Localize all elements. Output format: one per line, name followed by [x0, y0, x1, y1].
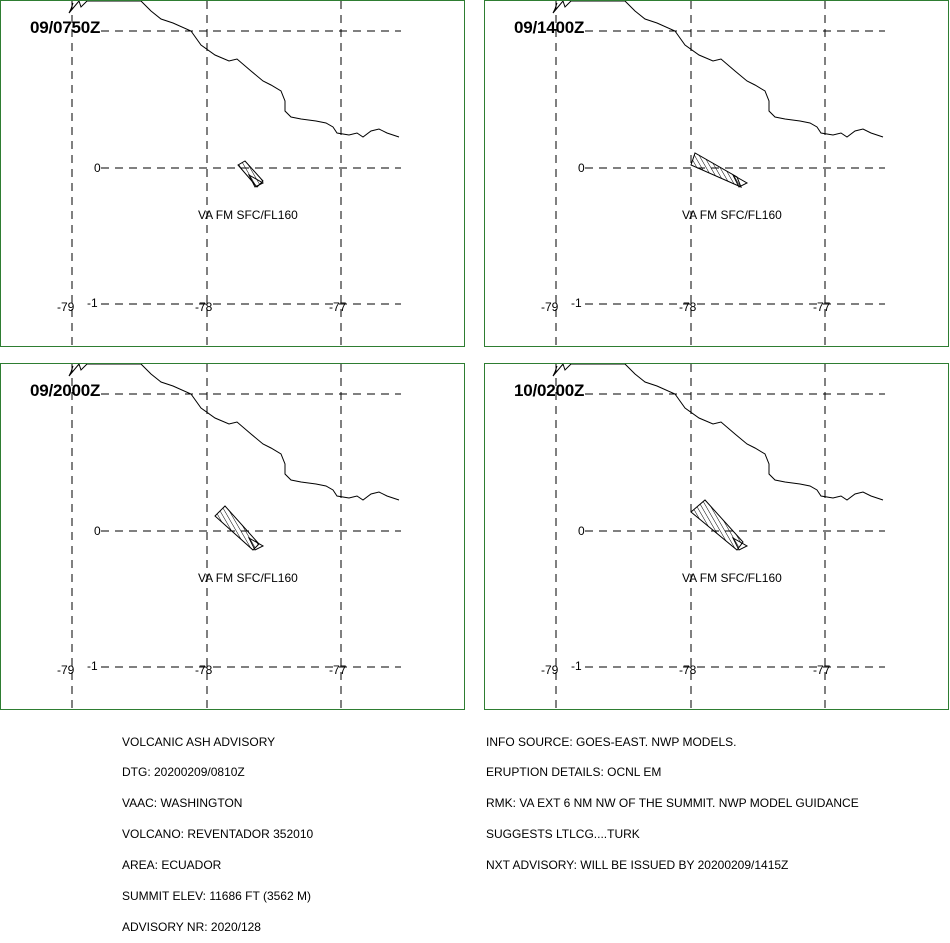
coastline [68, 364, 400, 501]
lon-label-77: -77 [813, 300, 831, 314]
lon-label-78: -78 [195, 300, 213, 314]
lat-label-0: 0 [578, 161, 585, 175]
lat-label-0: 0 [578, 524, 585, 538]
map-canvas [552, 364, 885, 709]
lon-label-77: -77 [329, 300, 347, 314]
advisory-line: SUMMIT ELEV: 11686 FT (3562 M) [122, 889, 311, 904]
advisory-line: DTG: 20200209/0810Z [122, 765, 245, 780]
lon-label-79: -79 [541, 300, 559, 314]
panel-time: 10/0200Z [514, 381, 585, 400]
coastline [552, 364, 884, 501]
summit-marker [731, 536, 749, 551]
lon-label-77: -77 [329, 663, 347, 677]
advisory-line: ADVISORY NR: 2020/128 [122, 919, 261, 934]
advisory-line: SUGGESTS LTLCG....TURK [486, 827, 640, 842]
summit-marker [247, 173, 265, 188]
ash-cloud [690, 152, 742, 188]
coastline [552, 1, 884, 138]
summit-marker [731, 173, 749, 188]
lon-label-78: -78 [679, 663, 697, 677]
advisory-info-left: VOLCANIC ASH ADVISORY DTG: 20200209/0810… [122, 716, 313, 943]
advisory-line: ERUPTION DETAILS: OCNL EM [486, 765, 662, 780]
map-canvas [68, 364, 401, 709]
ash-label: VA FM SFC/FL160 [682, 571, 782, 585]
lat-label-s1: -1 [87, 296, 98, 310]
lon-label-79: -79 [541, 663, 559, 677]
forecast-panel-2: 09/1400Z VA FM SFC/FL160 0 -79 -1 -78 -7… [484, 0, 949, 347]
panel-time: 09/0750Z [30, 18, 101, 37]
lon-label-78: -78 [195, 663, 213, 677]
ash-label: VA FM SFC/FL160 [198, 571, 298, 585]
lon-label-79: -79 [57, 300, 75, 314]
summit-marker [247, 536, 265, 551]
lat-label-s1: -1 [571, 659, 582, 673]
forecast-panel-1: 09/0750Z VA FM SFC/FL160 0 -79 -1 -78 -7… [0, 0, 465, 347]
map-canvas [68, 1, 401, 346]
advisory-line: VOLCANIC ASH ADVISORY [122, 734, 276, 749]
lon-label-79: -79 [57, 663, 75, 677]
advisory-line: VOLCANO: REVENTADOR 352010 [122, 827, 314, 842]
advisory-line: AREA: ECUADOR [122, 858, 222, 873]
lat-label-0: 0 [94, 161, 101, 175]
advisory-line: VAAC: WASHINGTON [122, 796, 243, 811]
lat-label-0: 0 [94, 524, 101, 538]
advisory-line: RMK: VA EXT 6 NM NW OF THE SUMMIT. NWP M… [486, 796, 859, 811]
ash-label: VA FM SFC/FL160 [198, 208, 298, 222]
forecast-panel-3: 09/2000Z VA FM SFC/FL160 0 -79 -1 -78 -7… [0, 363, 465, 710]
lat-label-s1: -1 [87, 659, 98, 673]
advisory-line: INFO SOURCE: GOES-EAST. NWP MODELS. [486, 734, 737, 749]
lon-label-78: -78 [679, 300, 697, 314]
ash-cloud [237, 160, 264, 188]
panel-time: 09/1400Z [514, 18, 585, 37]
coastline [68, 1, 400, 138]
ash-cloud [214, 505, 260, 551]
ash-cloud [690, 499, 744, 551]
lat-label-s1: -1 [571, 296, 582, 310]
map-canvas [552, 1, 885, 346]
lon-label-77: -77 [813, 663, 831, 677]
ash-label: VA FM SFC/FL160 [682, 208, 782, 222]
forecast-panel-4: 10/0200Z VA FM SFC/FL160 0 -79 -1 -78 -7… [484, 363, 949, 710]
advisory-info-right: INFO SOURCE: GOES-EAST. NWP MODELS. ERUP… [486, 716, 859, 881]
advisory-line: NXT ADVISORY: WILL BE ISSUED BY 20200209… [486, 858, 789, 873]
panel-time: 09/2000Z [30, 381, 101, 400]
